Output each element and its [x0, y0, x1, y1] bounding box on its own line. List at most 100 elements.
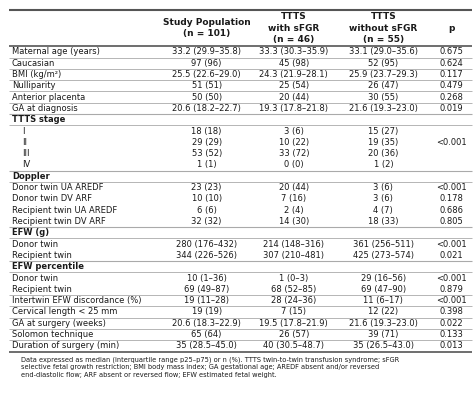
Text: 18 (18): 18 (18)	[191, 126, 222, 135]
Text: GA at surgery (weeks): GA at surgery (weeks)	[12, 319, 106, 328]
Text: Recipient twin DV ARF: Recipient twin DV ARF	[12, 217, 106, 226]
Text: Doppler: Doppler	[12, 172, 50, 181]
Text: 19 (19): 19 (19)	[191, 307, 222, 316]
Text: 32 (32): 32 (32)	[191, 217, 222, 226]
Text: 3 (6): 3 (6)	[374, 194, 393, 203]
Text: 19 (35): 19 (35)	[368, 138, 399, 147]
Text: <0.001: <0.001	[436, 274, 466, 282]
Text: 30 (55): 30 (55)	[368, 92, 399, 102]
Text: 15 (27): 15 (27)	[368, 126, 399, 135]
Text: 20.6 (18.2–22.7): 20.6 (18.2–22.7)	[172, 104, 241, 113]
Text: Caucasian: Caucasian	[12, 59, 55, 68]
Text: 35 (26.5–43.0): 35 (26.5–43.0)	[353, 341, 414, 350]
Text: 0.879: 0.879	[439, 285, 463, 294]
Text: Recipient twin UA AREDF: Recipient twin UA AREDF	[12, 206, 117, 215]
Text: 20.6 (18.3–22.9): 20.6 (18.3–22.9)	[172, 319, 241, 328]
Text: Duration of surgery (min): Duration of surgery (min)	[12, 341, 119, 350]
Text: TTTS stage: TTTS stage	[12, 115, 65, 124]
Text: EFW (g): EFW (g)	[12, 228, 49, 237]
Text: 69 (47–90): 69 (47–90)	[361, 285, 406, 294]
Text: <0.001: <0.001	[436, 296, 466, 305]
Text: 68 (52–85): 68 (52–85)	[271, 285, 317, 294]
Text: 21.6 (19.3–23.0): 21.6 (19.3–23.0)	[349, 319, 418, 328]
Text: 26 (47): 26 (47)	[368, 81, 399, 90]
Text: IV: IV	[22, 160, 30, 169]
Text: 1 (0–3): 1 (0–3)	[279, 274, 309, 282]
Text: 35 (28.5–45.0): 35 (28.5–45.0)	[176, 341, 237, 350]
Text: 7 (16): 7 (16)	[281, 194, 306, 203]
Text: 25.5 (22.6–29.0): 25.5 (22.6–29.0)	[173, 70, 241, 79]
Text: 0.624: 0.624	[439, 59, 463, 68]
Text: 19 (11–28): 19 (11–28)	[184, 296, 229, 305]
Text: Recipient twin: Recipient twin	[12, 251, 72, 260]
Text: GA at diagnosis: GA at diagnosis	[12, 104, 78, 113]
Text: 33 (72): 33 (72)	[279, 149, 309, 158]
Text: 0 (0): 0 (0)	[284, 160, 304, 169]
Text: 0.805: 0.805	[439, 217, 463, 226]
Text: 1 (2): 1 (2)	[374, 160, 393, 169]
Text: 0.268: 0.268	[439, 92, 463, 102]
Text: 280 (176–432): 280 (176–432)	[176, 240, 237, 248]
Text: 39 (71): 39 (71)	[368, 330, 399, 339]
Text: Nulliparity: Nulliparity	[12, 81, 55, 90]
Text: 29 (29): 29 (29)	[191, 138, 222, 147]
Text: 2 (4): 2 (4)	[284, 206, 304, 215]
Text: 69 (49–87): 69 (49–87)	[184, 285, 229, 294]
Text: TTTS
with sFGR
(n = 46): TTTS with sFGR (n = 46)	[268, 13, 319, 43]
Text: 0.686: 0.686	[439, 206, 463, 215]
Text: Donor twin: Donor twin	[12, 240, 58, 248]
Text: 26 (57): 26 (57)	[279, 330, 309, 339]
Text: III: III	[22, 149, 30, 158]
Text: 0.013: 0.013	[439, 341, 463, 350]
Text: p: p	[448, 24, 454, 32]
Text: 0.675: 0.675	[439, 47, 463, 56]
Text: Anterior placenta: Anterior placenta	[12, 92, 85, 102]
Text: 20 (36): 20 (36)	[368, 149, 399, 158]
Text: 4 (7): 4 (7)	[374, 206, 393, 215]
Text: 307 (210–481): 307 (210–481)	[263, 251, 324, 260]
Text: 51 (51): 51 (51)	[191, 81, 222, 90]
Text: 33.2 (29.9–35.8): 33.2 (29.9–35.8)	[172, 47, 241, 56]
Text: 33.3 (30.3–35.9): 33.3 (30.3–35.9)	[259, 47, 328, 56]
Text: II: II	[22, 138, 27, 147]
Text: 0.117: 0.117	[439, 70, 463, 79]
Text: 425 (273–574): 425 (273–574)	[353, 251, 414, 260]
Text: 40 (30.5–48.7): 40 (30.5–48.7)	[263, 341, 324, 350]
Text: 0.022: 0.022	[439, 319, 463, 328]
Text: 65 (64): 65 (64)	[191, 330, 222, 339]
Text: 33.1 (29.0–35.6): 33.1 (29.0–35.6)	[349, 47, 418, 56]
Text: 25 (54): 25 (54)	[279, 81, 309, 90]
Text: 53 (52): 53 (52)	[191, 149, 222, 158]
Text: 24.3 (21.9–28.1): 24.3 (21.9–28.1)	[259, 70, 328, 79]
Text: 0.479: 0.479	[439, 81, 463, 90]
Text: 14 (30): 14 (30)	[279, 217, 309, 226]
Text: TTTS
without sFGR
(n = 55): TTTS without sFGR (n = 55)	[349, 13, 418, 43]
Text: I: I	[22, 126, 25, 135]
Text: 29 (16–56): 29 (16–56)	[361, 274, 406, 282]
Text: 0.398: 0.398	[439, 307, 463, 316]
Text: Cervical length < 25 mm: Cervical length < 25 mm	[12, 307, 117, 316]
Text: 344 (226–526): 344 (226–526)	[176, 251, 237, 260]
Text: 0.021: 0.021	[439, 251, 463, 260]
Text: 23 (23): 23 (23)	[191, 183, 222, 192]
Text: 19.3 (17.8–21.8): 19.3 (17.8–21.8)	[259, 104, 328, 113]
Text: 97 (96): 97 (96)	[191, 59, 222, 68]
Text: 1 (1): 1 (1)	[197, 160, 217, 169]
Text: <0.001: <0.001	[436, 240, 466, 248]
Text: 6 (6): 6 (6)	[197, 206, 217, 215]
Text: 3 (6): 3 (6)	[284, 126, 304, 135]
Text: 52 (95): 52 (95)	[368, 59, 398, 68]
Text: Donor twin: Donor twin	[12, 274, 58, 282]
Text: 50 (50): 50 (50)	[191, 92, 222, 102]
Text: 7 (15): 7 (15)	[281, 307, 306, 316]
Text: 361 (256–511): 361 (256–511)	[353, 240, 414, 248]
Text: 20 (44): 20 (44)	[279, 92, 309, 102]
Text: Data expressed as median (interquartile range p25–p75) or n (%). TTTS twin-to-tw: Data expressed as median (interquartile …	[21, 356, 400, 378]
Text: 214 (148–316): 214 (148–316)	[263, 240, 324, 248]
Text: 12 (22): 12 (22)	[368, 307, 398, 316]
Text: 18 (33): 18 (33)	[368, 217, 399, 226]
Text: 0.178: 0.178	[439, 194, 463, 203]
Text: 3 (6): 3 (6)	[374, 183, 393, 192]
Text: Donor twin DV ARF: Donor twin DV ARF	[12, 194, 92, 203]
Text: Maternal age (years): Maternal age (years)	[12, 47, 100, 56]
